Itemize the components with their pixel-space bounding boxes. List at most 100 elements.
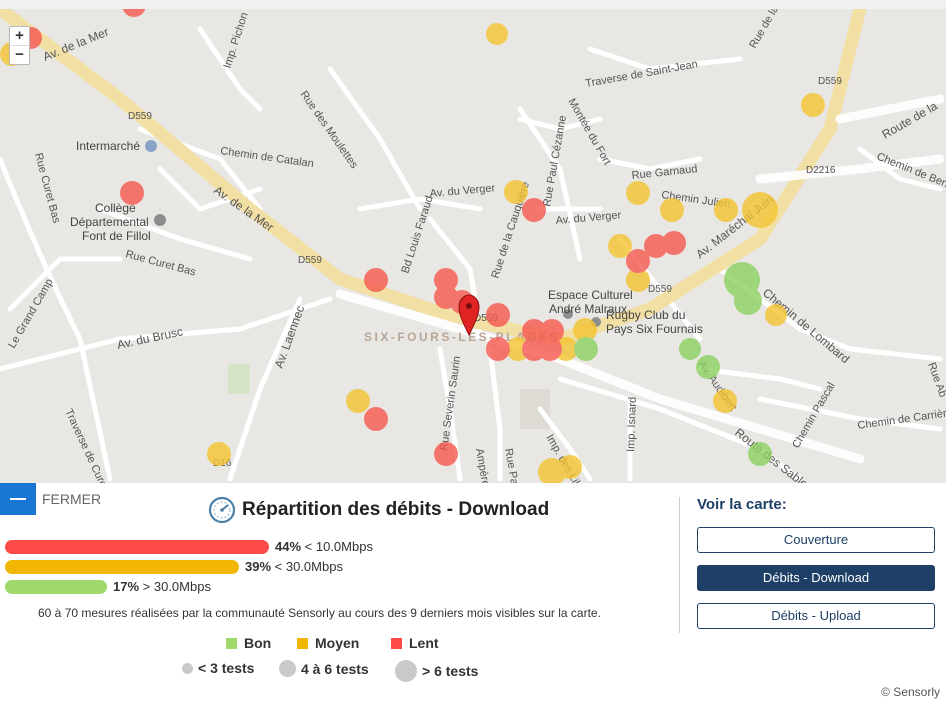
speed-bar-good xyxy=(5,579,107,594)
map-label: D559 xyxy=(298,255,322,266)
map-label: Espace Culturel xyxy=(548,288,633,302)
measurement-dot-medium[interactable] xyxy=(626,181,650,205)
map-label: Rue Pa xyxy=(502,447,520,483)
minus-icon xyxy=(10,498,26,500)
coverage-map[interactable]: Av. de la Mer Av. de la Mer D559 D559 D5… xyxy=(0,9,946,483)
measurement-dot-medium[interactable] xyxy=(207,442,231,466)
map-label: Av. du Verger xyxy=(555,209,622,227)
legend-swatch xyxy=(226,637,237,649)
measurement-dot-slow[interactable] xyxy=(122,9,146,17)
bar-row-medium: 39% < 30.0Mbps xyxy=(5,559,343,574)
speedometer-icon xyxy=(208,496,236,524)
measurement-dot-medium[interactable] xyxy=(713,389,737,413)
stats-panel: FERMER Répartition des débits - Download… xyxy=(0,483,946,712)
measurement-dot-medium[interactable] xyxy=(504,180,528,204)
measurement-dot-slow[interactable] xyxy=(434,442,458,466)
map-label-town: SIX-FOURS-LES-PLAGES xyxy=(364,330,560,344)
close-label[interactable]: FERMER xyxy=(42,491,102,507)
map-label: D559 xyxy=(474,313,498,324)
map-label: D2216 xyxy=(806,165,836,176)
measurement-note: 60 à 70 mesures réalisées par la communa… xyxy=(38,606,601,620)
measurement-dot-medium[interactable] xyxy=(765,304,787,326)
measurement-dot-slow[interactable] xyxy=(540,319,564,343)
legend-good: Bon xyxy=(226,635,271,651)
legend-slow: Lent xyxy=(391,635,439,651)
bar-label: 44% < 10.0Mbps xyxy=(275,539,373,554)
measurement-dot-medium[interactable] xyxy=(608,234,632,258)
measurement-dot-slow[interactable] xyxy=(538,337,562,361)
zoom-out-button[interactable]: − xyxy=(10,45,29,64)
speed-bar-slow xyxy=(5,539,269,554)
panel-header: Répartition des débits - Download xyxy=(208,495,549,525)
culture-icon xyxy=(563,309,573,319)
measurement-dot-medium[interactable] xyxy=(660,198,684,222)
map-label: D559 xyxy=(128,111,152,122)
measurement-dot-medium[interactable] xyxy=(486,23,508,45)
bar-label: 17% > 30.0Mbps xyxy=(113,579,211,594)
medium-circle-icon xyxy=(279,660,296,677)
divider xyxy=(679,497,680,633)
legend-swatch xyxy=(391,637,402,649)
measurement-dot-slow[interactable] xyxy=(486,337,510,361)
supermarket-icon xyxy=(145,140,157,152)
size-legend-small: < 3 tests xyxy=(182,660,254,676)
size-legend-medium: 4 à 6 tests xyxy=(279,660,369,677)
legend-medium: Moyen xyxy=(297,635,359,651)
map-canvas[interactable]: Av. de la Mer Av. de la Mer D559 D559 D5… xyxy=(0,9,946,483)
measurement-dot-slow[interactable] xyxy=(364,407,388,431)
map-label: Font de Fillol xyxy=(82,229,151,243)
bar-label: 39% < 30.0Mbps xyxy=(245,559,343,574)
map-label: Départemental xyxy=(70,215,149,229)
size-legend-large: > 6 tests xyxy=(395,660,478,682)
copyright: © Sensorly xyxy=(881,685,940,699)
measurement-dot-slow[interactable] xyxy=(434,268,458,292)
map-label: Collège xyxy=(95,201,136,215)
measurement-dot-slow[interactable] xyxy=(522,319,546,343)
map-label: Pays Six Fournais xyxy=(606,322,703,336)
school-icon xyxy=(154,214,166,226)
measurement-dot-slow[interactable] xyxy=(626,249,650,273)
measurement-dot-medium[interactable] xyxy=(346,389,370,413)
map-label: Intermarché xyxy=(76,139,140,153)
panel-title: Répartition des débits - Download xyxy=(242,499,550,520)
zoom-in-button[interactable]: + xyxy=(15,27,24,44)
measurement-dot-good[interactable] xyxy=(748,442,772,466)
measurement-dot-medium[interactable] xyxy=(626,268,650,292)
coverage-button[interactable]: Couverture xyxy=(697,527,935,553)
measurement-dot-slow[interactable] xyxy=(486,303,510,327)
measurement-dot-medium[interactable] xyxy=(714,198,738,222)
measurement-dot-medium[interactable] xyxy=(573,318,597,342)
upload-speed-button[interactable]: Débits - Upload xyxy=(697,603,935,629)
zoom-control: + − xyxy=(9,26,30,65)
measurement-dot-good[interactable] xyxy=(696,355,720,379)
bar-row-slow: 44% < 10.0Mbps xyxy=(5,539,373,554)
map-label: D559 xyxy=(818,76,842,87)
measurement-dot-medium[interactable] xyxy=(801,93,825,117)
map-label: André Malraux xyxy=(549,302,627,316)
measurement-dot-good[interactable] xyxy=(679,338,701,360)
measurement-dot-slow[interactable] xyxy=(662,231,686,255)
measurement-dot-medium[interactable] xyxy=(558,455,582,479)
measurement-dot-slow[interactable] xyxy=(364,268,388,292)
legend-swatch xyxy=(297,637,308,649)
measurement-dot-slow[interactable] xyxy=(644,234,668,258)
measurement-dot-medium[interactable] xyxy=(742,192,778,228)
map-label: D559 xyxy=(648,284,672,295)
map-label: Av. du Verger xyxy=(429,182,496,200)
location-pin-icon[interactable] xyxy=(458,294,480,337)
top-strip xyxy=(0,0,946,9)
measurement-dot-good[interactable] xyxy=(574,337,598,361)
map-label: Rugby Club du xyxy=(606,308,685,322)
map-label: Imp. Isnard xyxy=(625,397,639,452)
speed-bar-medium xyxy=(5,559,239,574)
view-map-heading: Voir la carte: xyxy=(697,496,787,513)
close-button[interactable] xyxy=(0,483,36,515)
small-circle-icon xyxy=(182,662,193,674)
measurement-dot-slow[interactable] xyxy=(522,198,546,222)
download-speed-button[interactable]: Débits - Download xyxy=(697,565,935,591)
measurement-dot-good[interactable] xyxy=(734,287,762,315)
large-circle-icon xyxy=(395,660,417,682)
bar-row-good: 17% > 30.0Mbps xyxy=(5,579,211,594)
measurement-dot-slow[interactable] xyxy=(120,181,144,205)
map-label: Ampère xyxy=(473,447,492,483)
